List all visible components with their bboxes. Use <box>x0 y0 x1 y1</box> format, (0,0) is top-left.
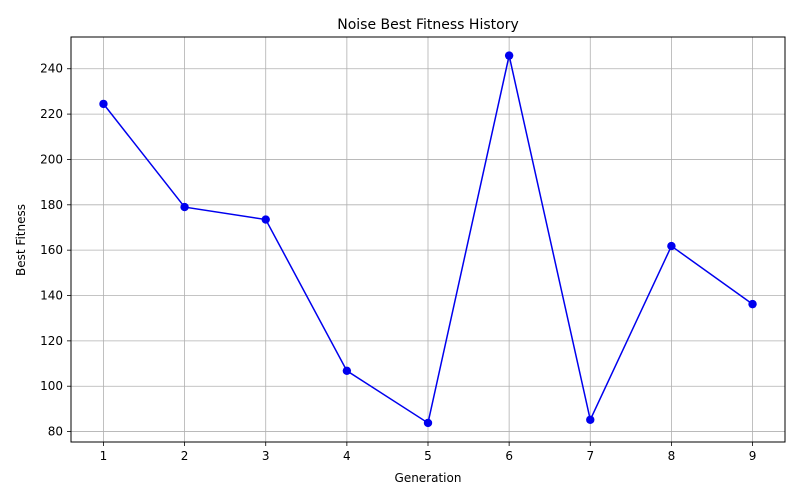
y-tick-label: 200 <box>40 152 63 166</box>
x-tick-label: 9 <box>749 449 757 463</box>
y-tick-label: 180 <box>40 198 63 212</box>
data-point <box>504 51 514 60</box>
data-point <box>667 241 676 251</box>
x-tick-label: 5 <box>424 449 432 463</box>
series-layer <box>99 51 757 428</box>
y-tick-label: 100 <box>40 379 63 393</box>
y-tick-label: 220 <box>40 107 63 121</box>
ticks: 1 2 3 4 5 6 7 8 9 80 100 120 140 160 180 200 220 240 <box>40 62 756 463</box>
data-point <box>342 366 352 375</box>
y-axis-label: Best Fitness <box>14 204 28 276</box>
data-point <box>423 418 433 428</box>
y-tick-label: 80 <box>48 425 63 439</box>
data-point <box>180 202 189 212</box>
x-tick-label: 3 <box>262 449 270 463</box>
data-point <box>261 215 270 224</box>
x-tick-label: 6 <box>505 449 513 463</box>
x-tick-label: 4 <box>343 449 351 463</box>
x-tick-label: 8 <box>668 449 676 463</box>
y-tick-label: 240 <box>40 62 63 76</box>
y-tick-label: 160 <box>40 243 63 257</box>
data-point <box>748 299 757 309</box>
x-tick-label: 7 <box>586 449 594 463</box>
y-tick-label: 120 <box>40 334 63 348</box>
x-tick-label: 1 <box>100 449 108 463</box>
data-point <box>99 99 108 109</box>
x-tick-label: 2 <box>181 449 189 463</box>
grid <box>71 37 785 442</box>
data-point <box>586 415 595 424</box>
x-axis-label: Generation <box>395 471 462 485</box>
y-tick-label: 140 <box>40 289 63 303</box>
chart-title: Noise Best Fitness History <box>337 17 518 33</box>
